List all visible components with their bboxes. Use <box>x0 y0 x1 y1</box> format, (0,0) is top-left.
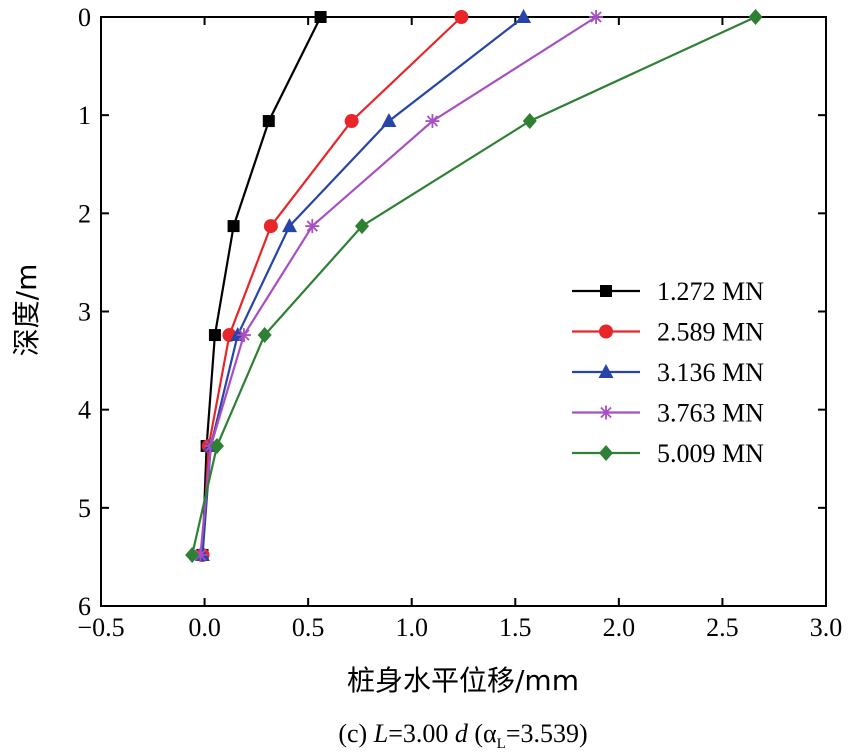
x-tick-label: 2.5 <box>706 613 739 642</box>
data-point <box>227 220 240 233</box>
series-line <box>201 16 525 556</box>
data-point <box>314 11 327 23</box>
data-point <box>454 10 469 24</box>
x-axis-title: 桩身水平位移/mm <box>347 664 579 697</box>
data-point <box>210 437 224 454</box>
data-point <box>344 114 359 129</box>
legend-item: 5.009 MN <box>572 439 764 468</box>
data-point <box>305 219 320 234</box>
legend-item: 3.136 MN <box>572 358 764 387</box>
data-point <box>208 329 221 342</box>
data-point <box>282 218 297 233</box>
series-line <box>201 16 463 556</box>
series-line <box>199 16 597 556</box>
x-tick-label: 1.0 <box>395 613 428 642</box>
legend-marker <box>600 285 612 297</box>
legend-marker <box>599 405 613 420</box>
legend-item: 1.272 MN <box>572 277 764 306</box>
y-tick-label: 2 <box>78 199 91 228</box>
data-point <box>589 10 604 24</box>
series-2 <box>195 10 469 562</box>
x-tick-label: 0.0 <box>188 613 221 642</box>
y-tick-label: 5 <box>78 494 91 523</box>
legend-marker <box>599 324 613 339</box>
legend-label: 3.136 MN <box>657 358 764 387</box>
data-point <box>522 113 537 130</box>
x-tick-label: 2.0 <box>603 613 636 642</box>
series-4 <box>193 10 604 562</box>
x-tick-label: 3.0 <box>810 613 843 642</box>
data-point <box>381 113 397 128</box>
legend: 1.272 MN 2.589 MN 3.136 MN 3.763 MN 5.009 MN <box>572 277 764 468</box>
legend-label: 5.009 MN <box>657 439 764 468</box>
y-axis-title: 深度/m <box>10 264 43 357</box>
data-point <box>263 219 278 234</box>
y-tick-label: 0 <box>78 3 91 32</box>
series-line <box>191 16 757 556</box>
y-tick-label: 3 <box>78 298 91 327</box>
legend-item: 3.763 MN <box>572 399 764 428</box>
data-point <box>257 327 272 344</box>
data-point <box>748 9 763 25</box>
legend-label: 1.272 MN <box>657 277 764 306</box>
data-point <box>425 114 440 129</box>
series-layer <box>185 9 763 563</box>
data-point <box>355 218 369 235</box>
data-point <box>516 9 532 23</box>
legend-marker <box>598 364 614 378</box>
series-5 <box>185 9 763 563</box>
data-point <box>236 328 251 343</box>
legend-label: 2.589 MN <box>657 318 764 347</box>
legend-item: 2.589 MN <box>572 318 764 347</box>
series-3 <box>195 9 532 561</box>
data-point <box>185 546 200 563</box>
y-tick-label: 1 <box>78 101 91 130</box>
y-tick-label: 6 <box>78 592 91 621</box>
axes: −0.5 0.0 0.5 1.0 1.5 2.0 2.5 3.0 0 1 2 3 4 5 6 <box>77 3 842 642</box>
series-line <box>201 16 322 556</box>
y-tick-label: 4 <box>78 396 91 425</box>
legend-marker <box>599 445 613 461</box>
x-tick-label: 0.5 <box>292 613 325 642</box>
x-tick-label: 1.5 <box>499 613 532 642</box>
x-tick-label: −0.5 <box>77 613 124 642</box>
data-point <box>262 115 275 128</box>
plot-frame <box>100 16 827 607</box>
figure-caption: (c) L=3.00 d (αL=3.539) <box>338 719 587 752</box>
legend-label: 3.763 MN <box>657 399 764 428</box>
